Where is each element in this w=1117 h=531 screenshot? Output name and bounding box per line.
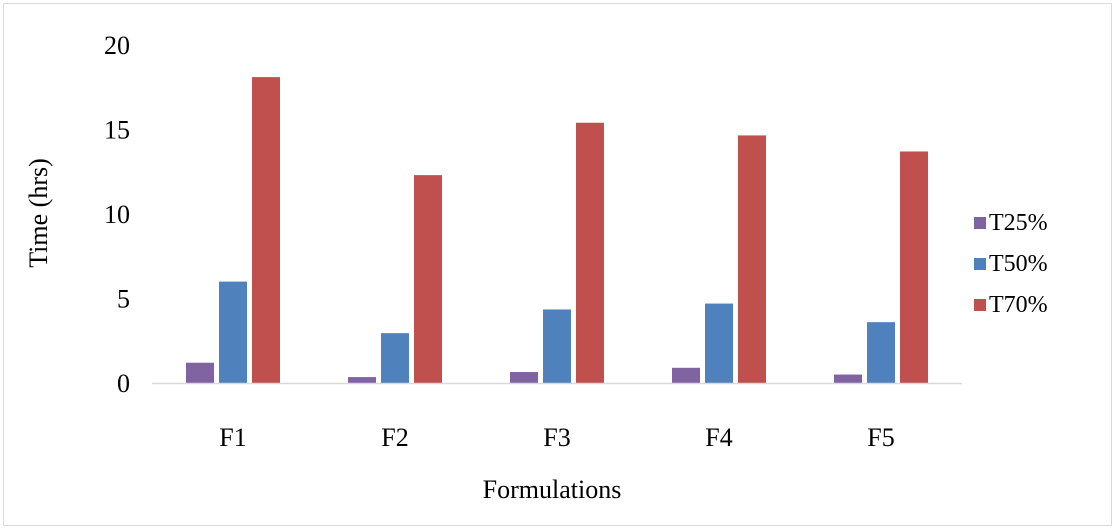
bar-f3-t50pct <box>543 309 571 383</box>
bar-f3-t70pct <box>576 122 604 384</box>
bar-f1-t70pct <box>252 77 280 384</box>
bar-f2-t50pct <box>381 333 409 383</box>
bar-f5-t70pct <box>900 151 928 383</box>
bar-f4-t50pct <box>705 303 733 383</box>
x-tick-label-f1: F1 <box>219 423 246 452</box>
y-tick-label-5: 5 <box>117 285 130 314</box>
x-tick-label-f2: F2 <box>381 423 408 452</box>
bar-f2-t25pct <box>348 377 376 383</box>
legend-label-t70pct: T70% <box>989 292 1048 318</box>
legend-swatch-t50pct <box>974 258 986 270</box>
y-tick-label-10: 10 <box>104 200 130 229</box>
legend: T25% T50% T70% <box>974 210 1048 318</box>
legend-swatch-t70pct <box>974 299 986 311</box>
bar-f1-t50pct <box>219 281 247 383</box>
y-tick-label-20: 20 <box>104 31 130 60</box>
bar-f5-t50pct <box>867 322 895 383</box>
bar-f3-t25pct <box>510 372 538 383</box>
legend-label-t25pct: T25% <box>989 210 1048 236</box>
plot-area: 0 5 10 15 20 F1 F2 F3 F4 F5 <box>104 31 962 452</box>
bar-f2-t70pct <box>414 175 442 383</box>
bar-f5-t25pct <box>834 374 862 383</box>
x-tick-label-f3: F3 <box>543 423 570 452</box>
x-tick-label-f4: F4 <box>705 423 732 452</box>
x-tick-label-f5: F5 <box>867 423 894 452</box>
legend-label-t50pct: T50% <box>989 251 1048 277</box>
legend-swatch-t25pct <box>974 217 986 229</box>
y-axis-label: Time (hrs) <box>24 158 53 268</box>
bar-f4-t25pct <box>672 367 700 383</box>
y-tick-label-0: 0 <box>117 369 130 398</box>
x-axis-label: Formulations <box>483 475 622 504</box>
bar-f4-t70pct <box>738 135 766 383</box>
y-tick-label-15: 15 <box>104 116 130 145</box>
bar-f1-t25pct <box>186 362 214 383</box>
